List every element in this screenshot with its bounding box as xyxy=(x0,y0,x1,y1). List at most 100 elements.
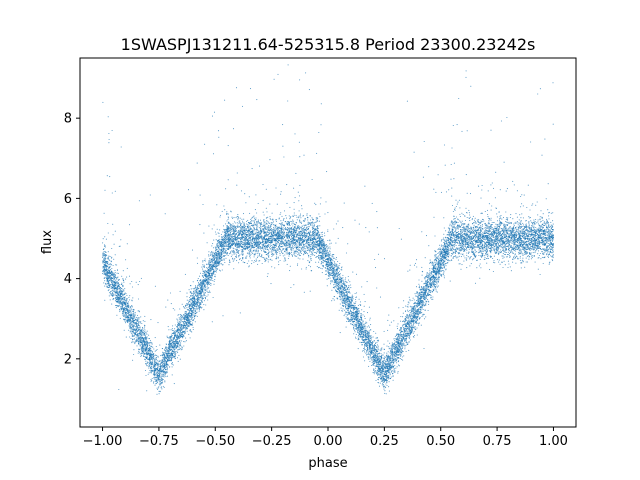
data-point xyxy=(509,240,511,242)
data-point xyxy=(459,215,461,218)
data-point xyxy=(230,230,232,232)
data-point xyxy=(493,247,495,250)
data-point xyxy=(528,215,530,218)
data-point xyxy=(315,221,318,223)
data-point xyxy=(408,316,410,318)
scatter-points xyxy=(102,64,554,395)
data-point xyxy=(278,230,281,232)
data-point xyxy=(520,248,522,250)
data-point xyxy=(205,269,207,271)
data-point xyxy=(480,197,482,199)
data-point xyxy=(129,310,131,312)
data-point xyxy=(484,210,486,213)
data-point xyxy=(441,239,443,241)
data-point xyxy=(484,257,486,259)
data-point xyxy=(130,308,132,310)
data-point xyxy=(305,268,307,270)
data-point xyxy=(272,250,274,252)
data-point xyxy=(338,277,340,279)
data-point xyxy=(104,299,106,301)
data-point xyxy=(474,219,476,221)
data-point xyxy=(300,252,303,254)
data-point xyxy=(440,261,442,263)
data-point xyxy=(326,171,328,173)
data-point xyxy=(291,221,293,223)
data-point xyxy=(131,341,133,343)
data-point xyxy=(162,367,164,369)
data-point xyxy=(150,378,152,381)
data-point xyxy=(175,339,177,341)
data-point xyxy=(116,269,119,271)
data-point xyxy=(128,318,130,320)
data-point xyxy=(321,272,323,274)
data-point xyxy=(156,348,158,351)
data-point xyxy=(355,273,358,275)
data-point xyxy=(390,376,392,378)
data-point xyxy=(287,257,289,260)
data-point xyxy=(496,248,498,250)
data-point xyxy=(203,232,205,234)
data-point xyxy=(500,214,502,217)
data-point xyxy=(206,267,208,269)
data-point xyxy=(204,292,206,294)
data-point xyxy=(169,366,171,368)
data-point xyxy=(331,281,333,283)
data-point xyxy=(295,226,297,228)
data-point xyxy=(236,172,238,174)
data-point xyxy=(134,312,136,314)
data-point xyxy=(436,262,438,264)
data-point xyxy=(214,268,216,270)
data-point xyxy=(267,235,269,237)
data-point xyxy=(166,369,168,371)
data-point xyxy=(509,266,511,268)
data-point xyxy=(269,245,271,248)
data-point xyxy=(289,218,291,220)
data-point xyxy=(428,284,430,286)
data-point xyxy=(451,187,453,189)
data-point xyxy=(118,279,120,281)
data-point xyxy=(497,243,499,245)
data-point xyxy=(111,267,113,270)
data-point xyxy=(213,239,215,241)
data-point xyxy=(289,233,291,236)
data-point xyxy=(386,345,388,347)
data-point xyxy=(160,384,162,386)
data-point xyxy=(180,342,182,344)
data-point xyxy=(164,374,166,376)
data-point xyxy=(394,365,396,367)
data-point xyxy=(196,257,198,259)
data-point xyxy=(163,386,165,388)
data-point xyxy=(381,371,383,373)
data-point xyxy=(202,203,204,206)
data-point xyxy=(490,237,492,239)
data-point xyxy=(239,217,241,219)
data-point xyxy=(428,303,430,305)
data-point xyxy=(316,217,318,219)
data-point xyxy=(257,250,259,252)
data-point xyxy=(400,315,402,318)
data-point xyxy=(481,251,483,253)
data-point xyxy=(301,268,303,270)
data-point xyxy=(272,254,274,257)
data-point xyxy=(396,344,398,346)
data-point xyxy=(428,291,431,293)
data-point xyxy=(265,207,267,209)
data-point xyxy=(295,252,297,254)
data-point xyxy=(134,343,136,345)
data-point xyxy=(150,368,152,370)
data-point xyxy=(224,237,226,240)
data-point xyxy=(525,232,527,235)
data-point xyxy=(443,258,445,260)
data-point xyxy=(251,217,253,219)
data-point xyxy=(463,227,465,229)
data-point xyxy=(224,248,226,250)
data-point xyxy=(547,235,549,237)
data-point xyxy=(270,283,272,285)
data-point xyxy=(163,349,165,351)
data-point xyxy=(225,246,227,248)
data-point xyxy=(379,349,381,351)
data-point xyxy=(195,299,197,301)
data-point xyxy=(360,314,362,316)
data-point xyxy=(183,306,185,308)
data-point xyxy=(464,223,466,226)
